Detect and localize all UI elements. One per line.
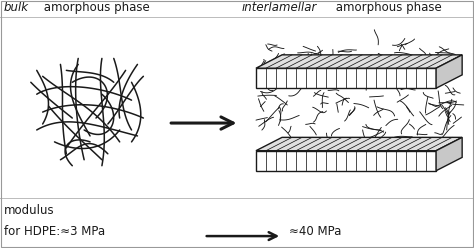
Text: amorphous phase: amorphous phase [40,1,150,14]
Text: interlamellar: interlamellar [242,1,317,14]
Text: ≈40 MPa: ≈40 MPa [289,225,341,238]
Text: amorphous phase: amorphous phase [332,1,442,14]
Text: for HDPE:≈3 MPa: for HDPE:≈3 MPa [4,225,105,238]
Polygon shape [436,137,462,171]
Polygon shape [436,55,462,88]
Text: modulus: modulus [4,204,55,217]
Polygon shape [256,151,436,171]
Polygon shape [256,68,436,88]
Polygon shape [256,55,462,68]
Text: bulk: bulk [4,1,29,14]
Polygon shape [256,137,462,151]
